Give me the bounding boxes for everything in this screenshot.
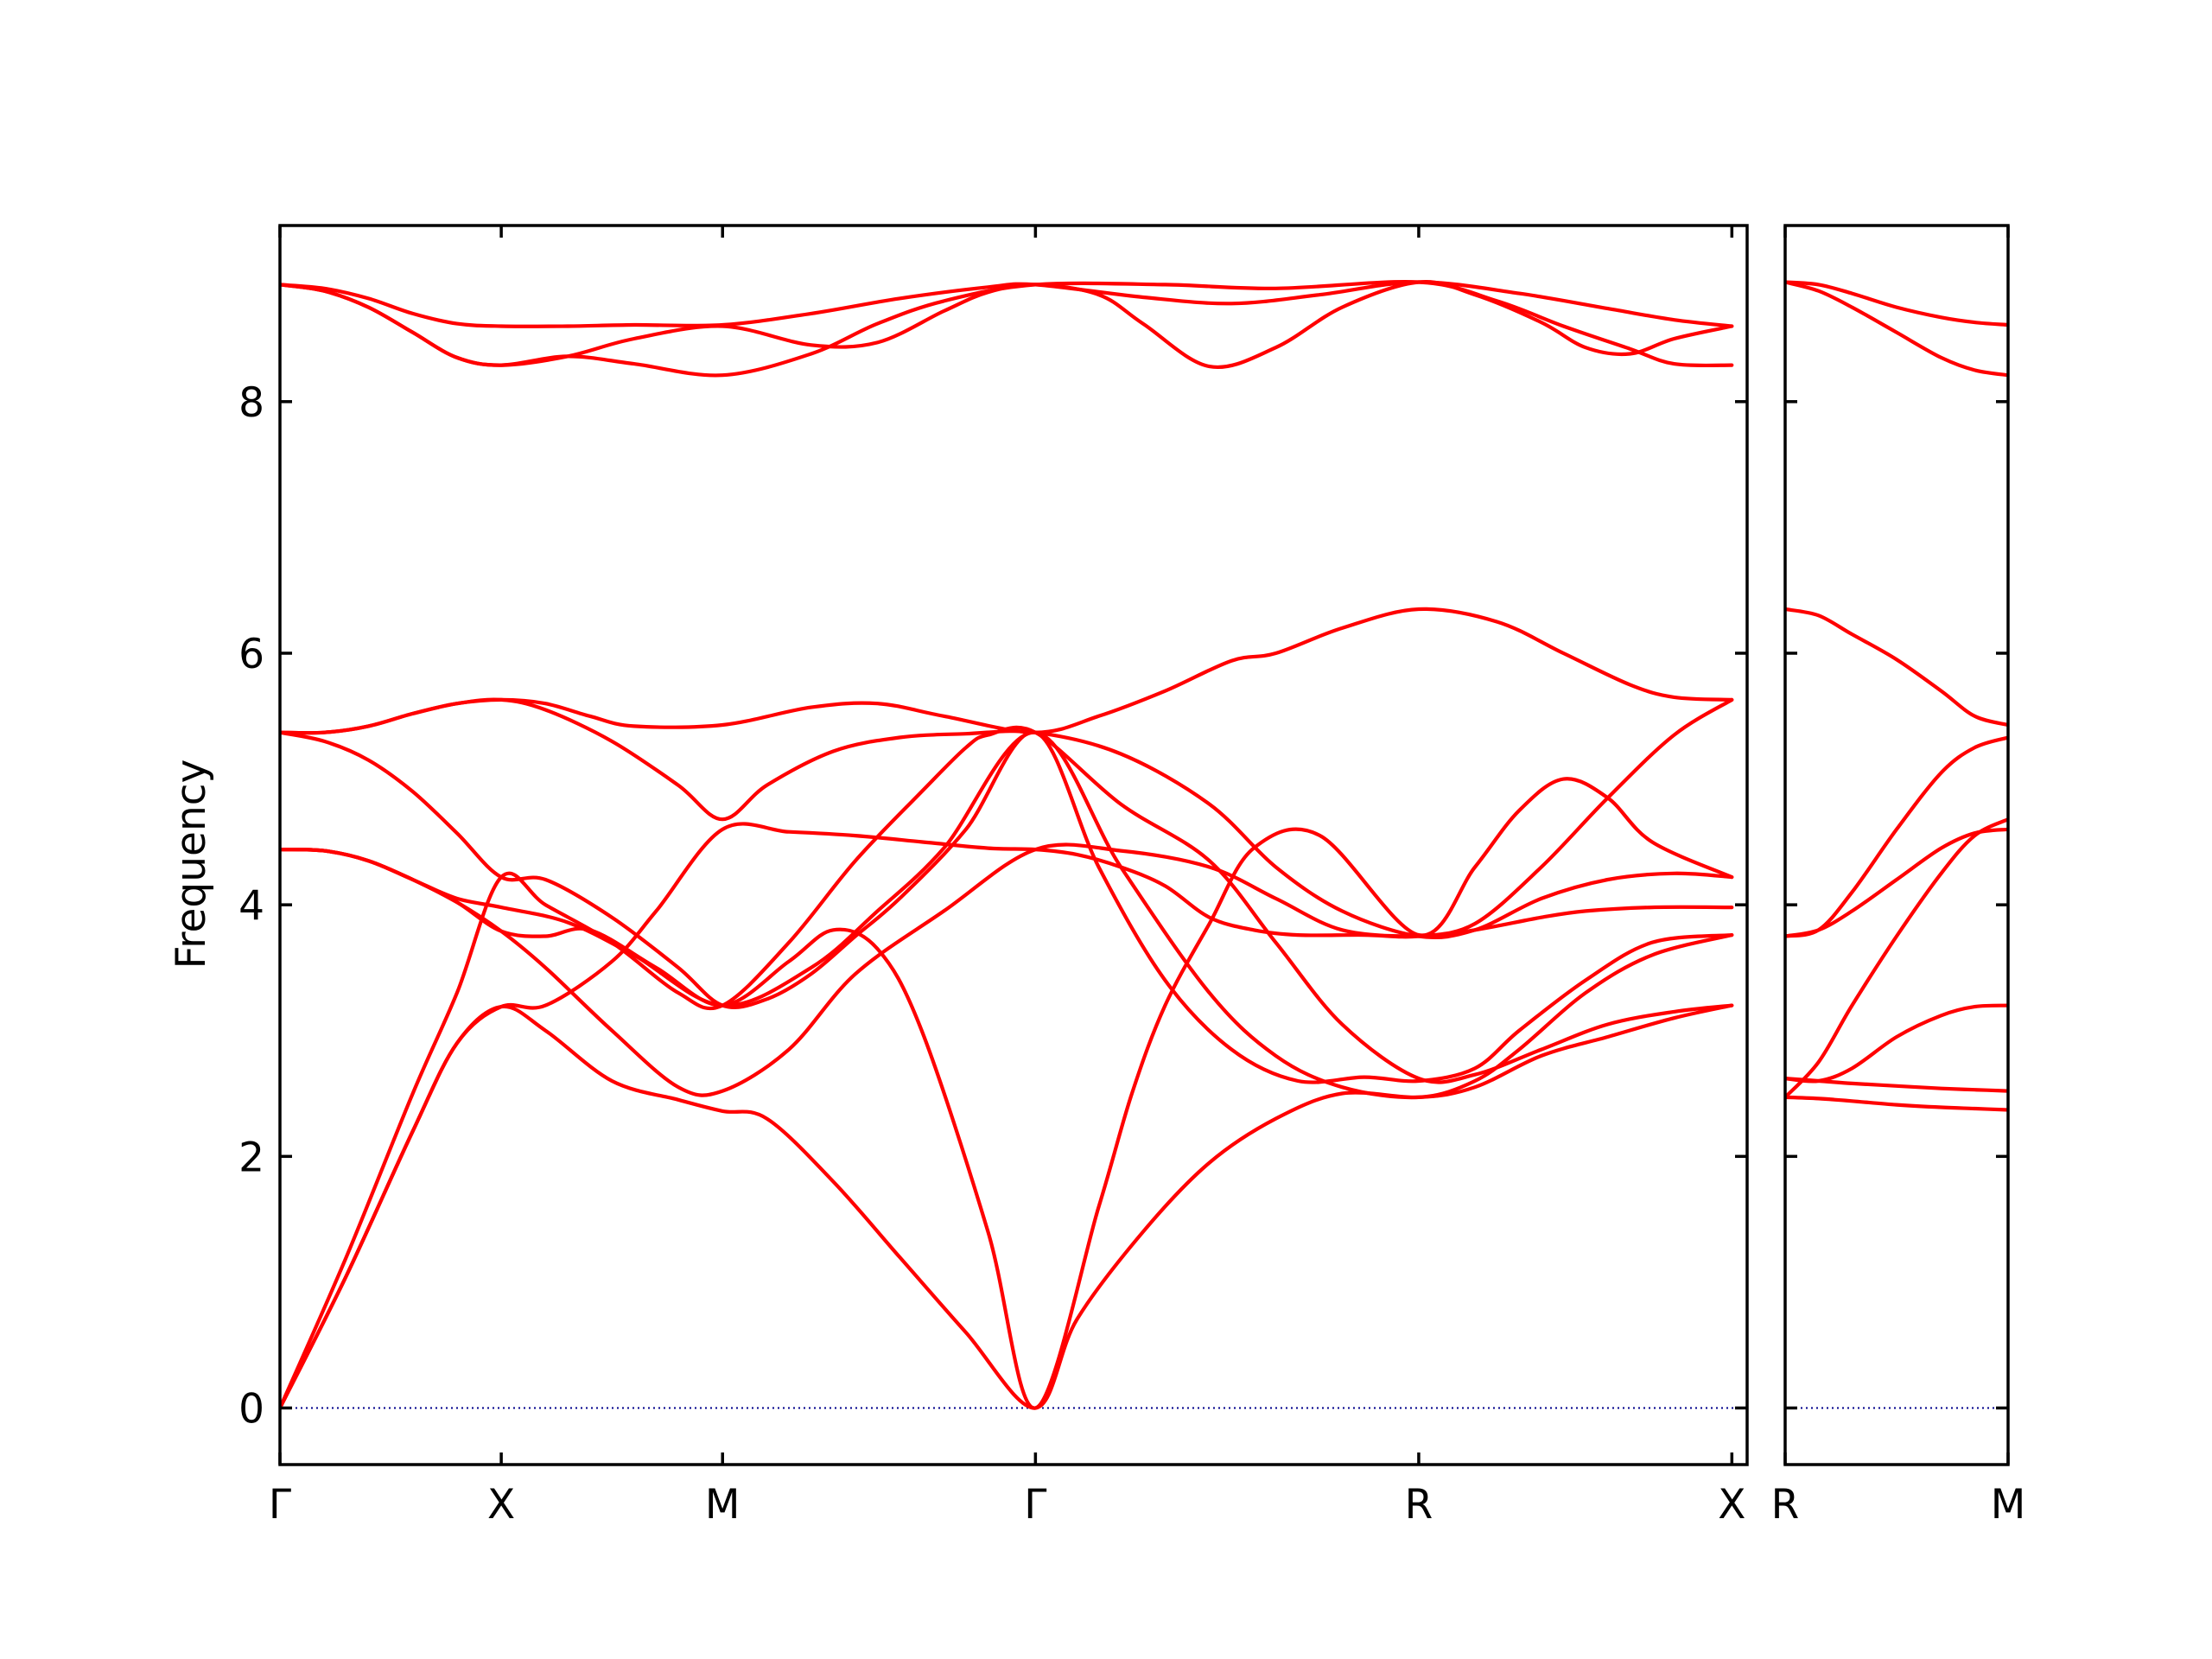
x-tick-label: M	[1991, 1481, 2026, 1529]
band-line-1	[280, 280, 1734, 328]
band-series-group	[1785, 280, 2008, 1112]
plot-frame	[1783, 224, 2010, 1466]
y-tick-label: 0	[238, 1385, 264, 1433]
band-line-9	[280, 777, 1734, 1410]
x-tick-label: X	[487, 1481, 515, 1529]
band-line-4	[280, 607, 1734, 735]
plot-frame	[278, 224, 1749, 1466]
x-tick-label: Γ	[1024, 1481, 1046, 1529]
band-line-6	[280, 730, 1734, 1084]
y-tick-label: 4	[238, 882, 264, 930]
x-tick-label: M	[705, 1481, 741, 1529]
x-tick-label: Γ	[269, 1481, 291, 1529]
band-line-11	[280, 725, 1734, 1410]
y-tick-label: 8	[238, 379, 264, 427]
y-tick-label: 2	[238, 1134, 264, 1181]
band-line-12	[280, 1003, 1734, 1410]
band-line-3	[280, 280, 1734, 378]
band-line-7	[280, 730, 1734, 1100]
y-tick-label: 6	[238, 631, 264, 678]
y-axis-label: Frequency	[168, 760, 215, 969]
band-line-1	[1785, 280, 2008, 327]
x-tick-label: R	[1771, 1481, 1800, 1529]
band-line-9	[1785, 1095, 2008, 1112]
band-line-8	[1785, 1077, 2008, 1093]
x-tick-label: X	[1718, 1481, 1745, 1529]
band-line-6	[1785, 817, 2008, 1099]
band-line-2	[1785, 280, 2008, 378]
band-line-5	[1785, 827, 2008, 938]
band-line-3	[1785, 607, 2008, 728]
band-series-group	[280, 280, 1734, 1410]
x-tick-label: R	[1405, 1481, 1433, 1529]
band-line-7	[1785, 1003, 2008, 1084]
panel-main: 0 2 4 6 8 Γ X M Γ R X	[238, 224, 1749, 1529]
